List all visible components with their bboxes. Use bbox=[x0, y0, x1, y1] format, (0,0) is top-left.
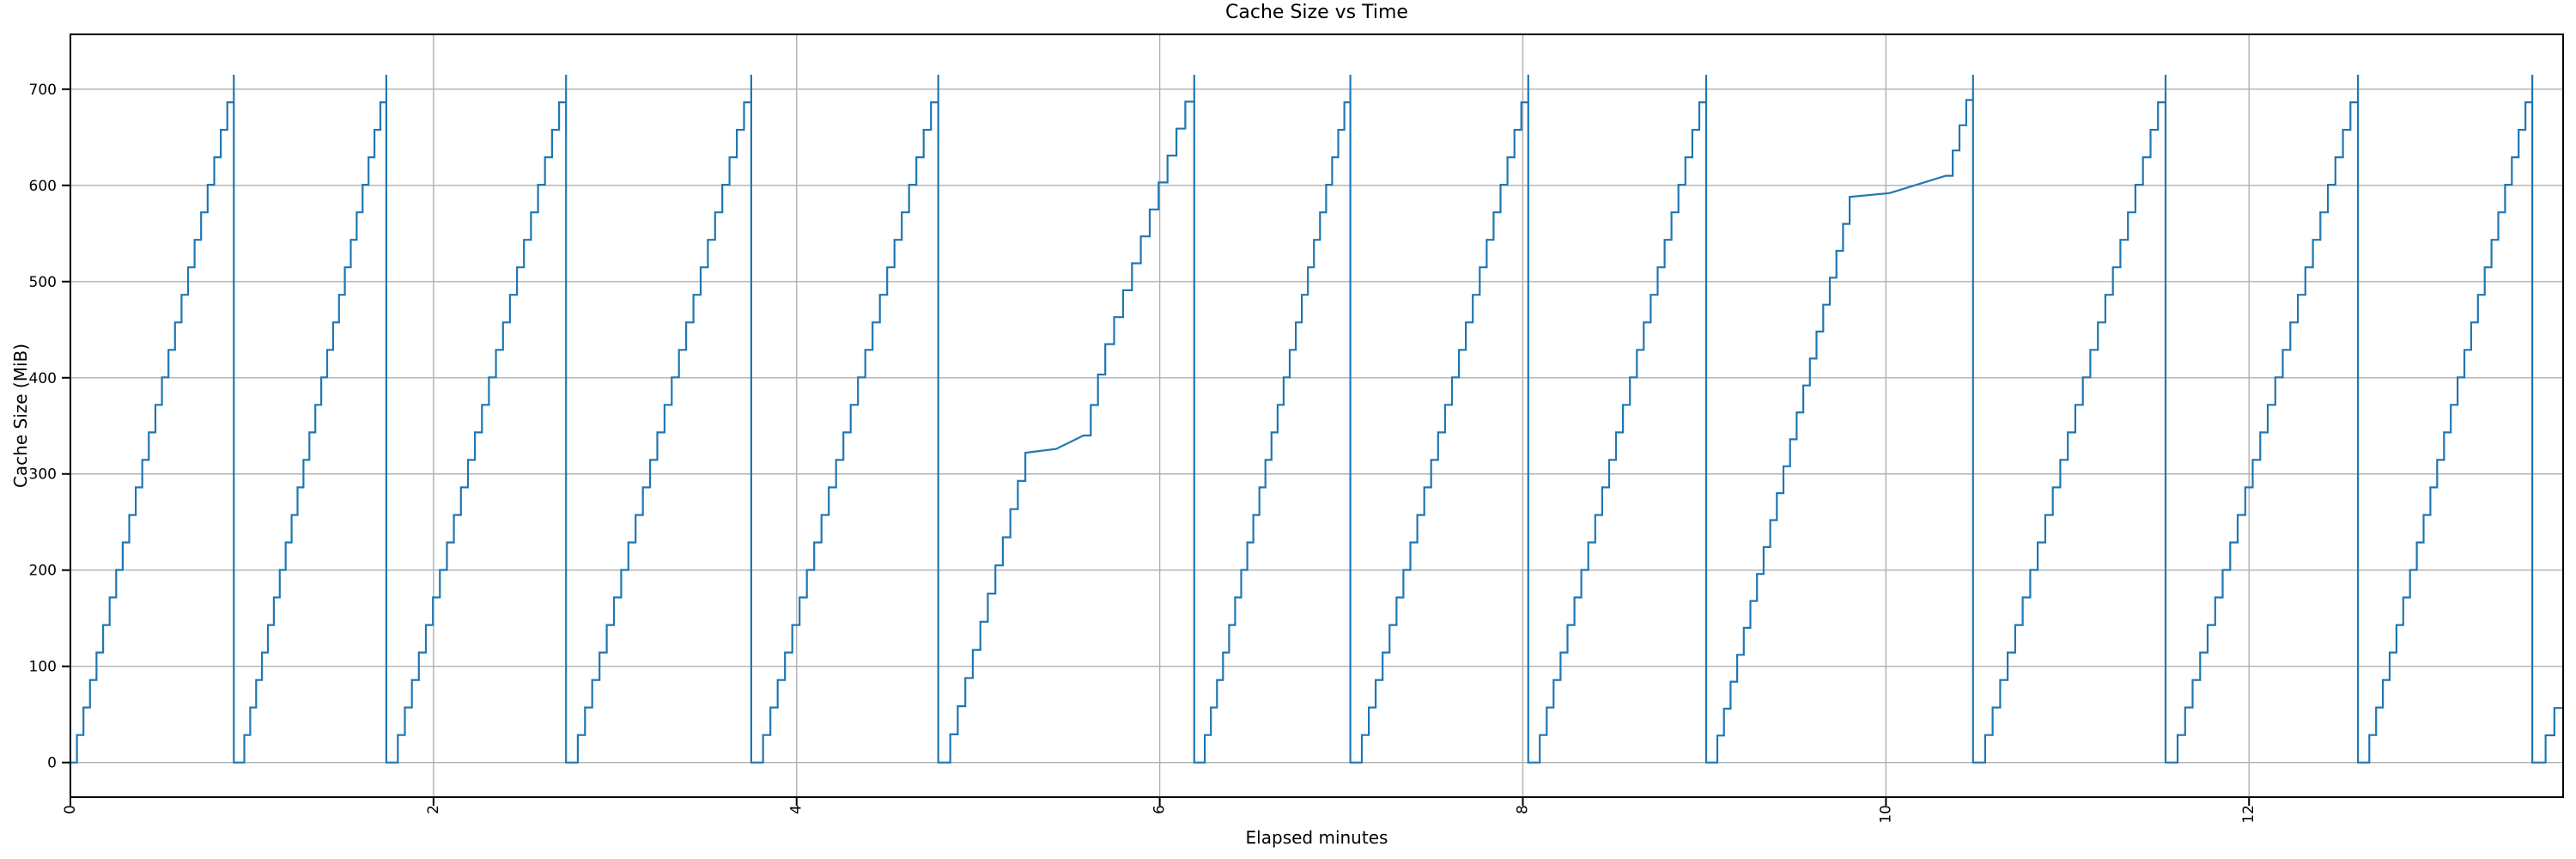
x-axis-label: Elapsed minutes bbox=[1245, 827, 1388, 848]
y-tick-label: 200 bbox=[29, 563, 57, 580]
y-tick-label: 300 bbox=[29, 466, 57, 484]
x-tick-label: 12 bbox=[2240, 805, 2257, 824]
x-tick-label: 8 bbox=[1515, 805, 1532, 814]
x-tick-label: 6 bbox=[1151, 805, 1169, 814]
y-tick-label: 0 bbox=[47, 755, 57, 772]
x-tick-label: 0 bbox=[62, 805, 79, 814]
x-tick-label: 2 bbox=[425, 805, 442, 814]
y-tick-label: 500 bbox=[29, 274, 57, 291]
chart-title: Cache Size vs Time bbox=[1225, 2, 1408, 23]
y-tick-label: 700 bbox=[29, 82, 57, 99]
cache-size-line bbox=[70, 75, 2565, 764]
y-axis-label: Cache Size (MiB) bbox=[10, 343, 31, 489]
y-tick-label: 100 bbox=[29, 659, 57, 676]
x-tick-label: 10 bbox=[1877, 805, 1894, 824]
y-tick-label: 600 bbox=[29, 178, 57, 195]
y-tick-label: 400 bbox=[29, 370, 57, 387]
plot-border bbox=[70, 34, 2564, 798]
x-tick-label: 4 bbox=[788, 805, 805, 814]
